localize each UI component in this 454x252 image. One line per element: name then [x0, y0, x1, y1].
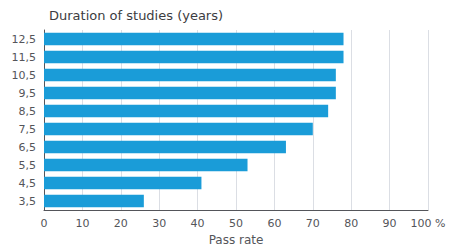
- svg-text:10,5: 10,5: [12, 69, 37, 82]
- svg-text:Duration of studies (years): Duration of studies (years): [49, 8, 223, 23]
- svg-text:12,5: 12,5: [12, 33, 37, 46]
- svg-text:0: 0: [41, 217, 48, 230]
- svg-text:60: 60: [267, 217, 281, 230]
- svg-text:5,5: 5,5: [19, 159, 37, 172]
- svg-text:90: 90: [383, 217, 397, 230]
- svg-text:40: 40: [191, 217, 205, 230]
- svg-text:20: 20: [114, 217, 128, 230]
- svg-text:30: 30: [152, 217, 166, 230]
- svg-text:50: 50: [229, 217, 243, 230]
- svg-text:11,5: 11,5: [12, 51, 37, 64]
- svg-text:3,5: 3,5: [19, 195, 37, 208]
- svg-text:4,5: 4,5: [19, 177, 37, 190]
- svg-text:9,5: 9,5: [19, 87, 37, 100]
- svg-text:8,5: 8,5: [19, 105, 37, 118]
- svg-text:7,5: 7,5: [19, 123, 37, 136]
- svg-text:Pass rate: Pass rate: [209, 233, 264, 247]
- svg-text:6,5: 6,5: [19, 141, 37, 154]
- svg-text:70: 70: [306, 217, 320, 230]
- svg-text:100 %: 100 %: [411, 217, 446, 230]
- svg-text:80: 80: [344, 217, 358, 230]
- svg-text:10: 10: [75, 217, 89, 230]
